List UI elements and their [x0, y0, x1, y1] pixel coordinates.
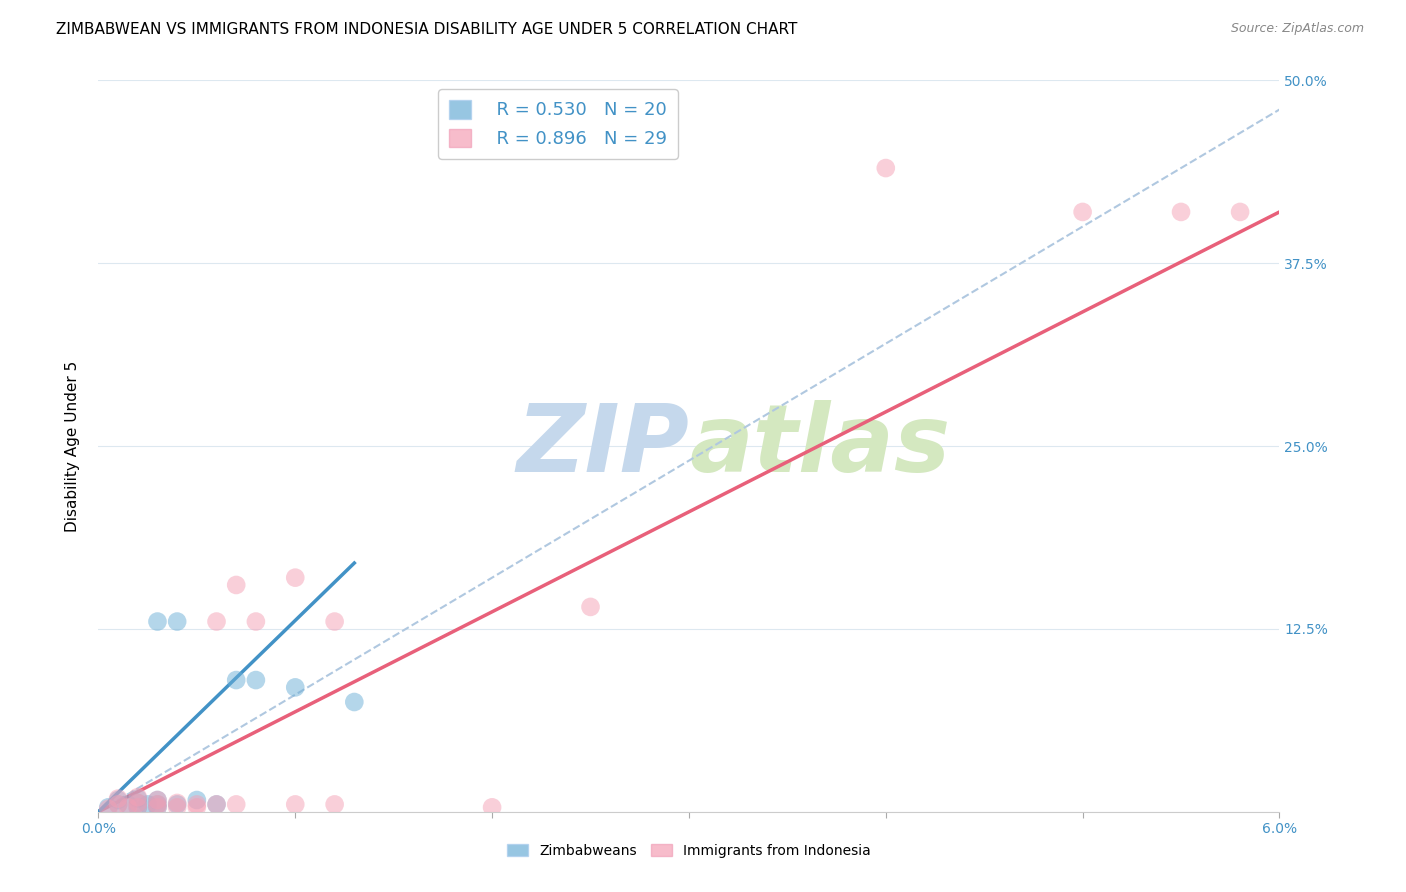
Point: [166, 796, 188, 810]
Point: [97, 802, 120, 816]
Point: [127, 791, 149, 805]
Point: [146, 793, 169, 807]
Text: ZIP: ZIP: [516, 400, 689, 492]
Point: [146, 800, 169, 814]
Text: atlas: atlas: [689, 400, 950, 492]
Point: [166, 797, 188, 812]
Point: [323, 797, 346, 812]
Point: [1170, 205, 1192, 219]
Point: [127, 800, 149, 814]
Point: [245, 615, 267, 629]
Point: [225, 673, 247, 687]
Point: [107, 797, 129, 812]
Point: [225, 797, 247, 812]
Point: [146, 793, 169, 807]
Point: [205, 615, 228, 629]
Point: [579, 599, 602, 614]
Point: [127, 790, 149, 805]
Point: [875, 161, 897, 175]
Point: [127, 800, 149, 814]
Point: [284, 571, 307, 585]
Point: [127, 796, 149, 810]
Point: [343, 695, 366, 709]
Point: [205, 797, 228, 812]
Legend: Zimbabweans, Immigrants from Indonesia: Zimbabweans, Immigrants from Indonesia: [502, 838, 876, 863]
Point: [284, 797, 307, 812]
Text: Source: ZipAtlas.com: Source: ZipAtlas.com: [1230, 22, 1364, 36]
Point: [146, 800, 169, 814]
Point: [146, 615, 169, 629]
Y-axis label: Disability Age Under 5: Disability Age Under 5: [65, 360, 80, 532]
Point: [481, 800, 503, 814]
Point: [205, 797, 228, 812]
Point: [225, 578, 247, 592]
Point: [186, 797, 208, 812]
Point: [107, 791, 129, 805]
Point: [245, 673, 267, 687]
Point: [146, 797, 169, 812]
Point: [1071, 205, 1094, 219]
Point: [146, 797, 169, 812]
Point: [166, 800, 188, 814]
Point: [97, 800, 120, 814]
Point: [127, 796, 149, 810]
Point: [107, 797, 129, 812]
Point: [166, 615, 188, 629]
Point: [284, 681, 307, 695]
Text: ZIMBABWEAN VS IMMIGRANTS FROM INDONESIA DISABILITY AGE UNDER 5 CORRELATION CHART: ZIMBABWEAN VS IMMIGRANTS FROM INDONESIA …: [56, 22, 797, 37]
Point: [117, 797, 139, 812]
Point: [117, 800, 139, 814]
Point: [323, 615, 346, 629]
Point: [186, 800, 208, 814]
Point: [107, 793, 129, 807]
Point: [186, 793, 208, 807]
Point: [136, 797, 159, 812]
Point: [1229, 205, 1251, 219]
